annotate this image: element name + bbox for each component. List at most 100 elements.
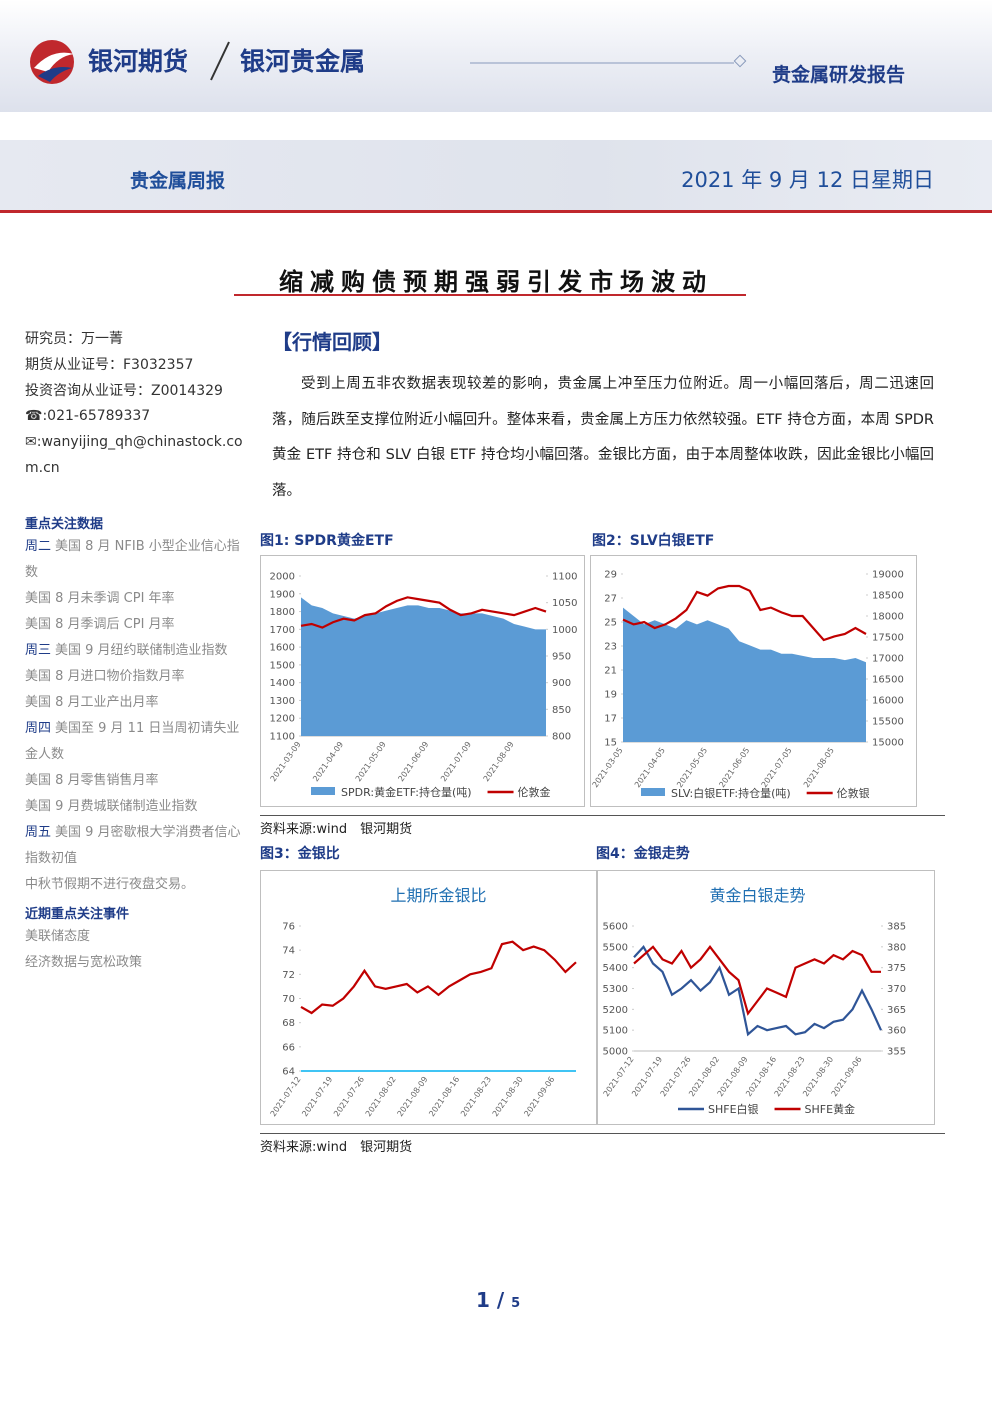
event: 经济数据与宽松政策 <box>25 955 143 970</box>
chart: 黄金白银走势 5000 5100 5200 5300 5400 5500 5600 355 360… <box>597 870 935 1125</box>
divider <box>0 210 992 213</box>
y-tick-label: 72 <box>282 970 295 981</box>
chart: 上期所金银比 64 66 68 70 72 74 76 2021-07-122021-07-19… <box>260 870 597 1125</box>
focus-day: 周五 <box>25 825 52 840</box>
legend-label: SHFE白银 <box>708 1102 759 1116</box>
focus-item: 中秋节假期不进行夜盘交易。 <box>25 872 247 898</box>
chart: 1100 1200 1300 1400 1500 1600 1700 1800 1900 2000… <box>260 555 585 807</box>
x-tick-label: 2021-07-26 <box>332 1075 366 1118</box>
section-title: 【行情回顾】 <box>272 330 392 354</box>
y2-tick-label: 950 <box>552 652 571 663</box>
y-tick-label: 15 <box>604 738 617 749</box>
researcher-line: ✉:wanyijing_qh@chinastock.com.cn <box>25 434 243 476</box>
y2-tick-label: 1100 <box>552 572 577 583</box>
focus-text: 美国 9 月费城联储制造业指数 <box>25 799 198 814</box>
legend-label: 伦敦银 <box>837 786 870 800</box>
x-tick-label: 2021-09-06 <box>830 1055 864 1098</box>
y-tick-label: 74 <box>282 946 295 957</box>
rule <box>260 1133 945 1134</box>
report-type: 贵金属研发报告 <box>772 64 906 86</box>
legend-label: SHFE黄金 <box>805 1102 856 1116</box>
y2-tick-label: 17500 <box>872 633 904 644</box>
focus-day: 周三 <box>25 643 52 658</box>
focus-item: 周二 美国 8 月 NFIB 小型企业信心指数 <box>25 534 247 586</box>
y-tick-label: 1900 <box>270 589 295 600</box>
page-total: 5 <box>511 1296 521 1311</box>
y-tick-label: 5200 <box>603 1005 628 1016</box>
date: 2021 年 9 月 12 日星期日 <box>681 168 934 192</box>
column: 贵金属周报 <box>130 170 226 192</box>
y2-tick-label: 850 <box>552 705 571 716</box>
y-tick-label: 1100 <box>270 732 295 743</box>
y2-tick-label: 370 <box>887 984 906 995</box>
focus-item: 美国 8 月工业产出月率 <box>25 690 247 716</box>
y-tick-label: 1300 <box>270 696 295 707</box>
x-tick-label: 2021-08-23 <box>459 1075 493 1118</box>
caption: 图2：SLV白银ETF <box>592 533 715 549</box>
y-tick-label: 5400 <box>603 963 628 974</box>
x-tick-label: 2021-08-05 <box>802 746 836 789</box>
caption: 图4：金银走势 <box>596 846 690 862</box>
y-tick-label: 5500 <box>603 942 628 953</box>
y2-tick-label: 17000 <box>872 654 904 665</box>
brand: 银河期货 <box>88 47 189 76</box>
focus-text: 美国 8 月季调后 CPI 月率 <box>25 617 175 632</box>
focus-list: 周二 美国 8 月 NFIB 小型企业信心指数 美国 8 月未季调 CPI 年率 美国… <box>25 534 247 898</box>
y-tick-label: 17 <box>604 714 617 725</box>
source: 资料来源:wind 银河期货 <box>260 1140 413 1155</box>
y2-tick-label: 15000 <box>872 738 904 749</box>
y-tick-label: 5600 <box>603 922 628 933</box>
title-underline <box>234 294 746 296</box>
y2-tick-label: 18500 <box>872 591 904 602</box>
y-tick-label: 5100 <box>603 1026 628 1037</box>
focus-text: 美国 8 月 NFIB 小型企业信心指数 <box>25 539 240 580</box>
y2-tick-label: 900 <box>552 678 571 689</box>
y-tick-label: 1800 <box>270 607 295 618</box>
y-tick-label: 23 <box>604 642 617 653</box>
header-ornament <box>470 54 747 68</box>
y2-tick-label: 1050 <box>552 598 577 609</box>
x-tick-label: 2021-04-05 <box>633 746 667 789</box>
researcher-line: ☎:021-65789337 <box>25 408 151 425</box>
y2-tick-label: 360 <box>887 1026 906 1037</box>
y2-tick-label: 800 <box>552 732 571 743</box>
rule <box>260 815 945 816</box>
line <box>633 945 881 1016</box>
line <box>622 584 867 642</box>
page-number: 1 / 5 <box>476 1288 521 1312</box>
focus-item: 美国 8 月季调后 CPI 月率 <box>25 612 247 638</box>
focus-item: 周五 美国 9 月密歇根大学消费者信心指数初值 <box>25 820 247 872</box>
focus-item: 美国 8 月未季调 CPI 年率 <box>25 586 247 612</box>
x-tick-label: 2021-05-09 <box>354 740 388 783</box>
researcher-line: 研究员：万一菁 <box>25 331 123 347</box>
legend-swatch <box>641 788 665 796</box>
page-current: 1 <box>476 1288 490 1312</box>
area <box>301 597 546 736</box>
y2-tick-label: 1000 <box>552 625 577 636</box>
x-tick-label: 2021-06-05 <box>717 746 751 789</box>
focus-text: 美国 8 月工业产出月率 <box>25 695 159 710</box>
x-tick-label: 2021-09-06 <box>522 1075 556 1118</box>
caption: 图3：金银比 <box>260 846 340 862</box>
y2-tick-label: 365 <box>887 1005 906 1016</box>
y-tick-label: 1600 <box>270 643 295 654</box>
y-tick-label: 29 <box>604 570 617 581</box>
researcher-line: 期货从业证号：F3032357 <box>25 356 194 373</box>
line <box>633 944 883 1037</box>
y-tick-label: 68 <box>282 1018 295 1029</box>
y2-tick-label: 355 <box>887 1047 906 1058</box>
y-tick-label: 76 <box>282 922 295 933</box>
y2-tick-label: 380 <box>887 942 906 953</box>
focus-item: 美国 8 月零售销售月率 <box>25 768 247 794</box>
y-tick-label: 5300 <box>603 984 628 995</box>
y-tick-label: 21 <box>604 666 617 677</box>
y2-tick-label: 18000 <box>872 612 904 623</box>
y-tick-label: 1200 <box>270 714 295 725</box>
x-tick-label: 2021-04-09 <box>311 740 345 783</box>
x-tick-label: 2021-05-05 <box>675 746 709 789</box>
paragraph: 受到上周五非农数据表现较差的影响，贵金属上冲至压力位附近。周一小幅回落后，周二迅… <box>272 376 934 499</box>
area <box>623 607 866 742</box>
chart: 15 17 19 21 23 25 27 29 15000 15500 16000 16500 1700… <box>590 555 917 807</box>
y2-tick-label: 385 <box>887 922 906 933</box>
y-tick-label: 25 <box>604 618 617 629</box>
